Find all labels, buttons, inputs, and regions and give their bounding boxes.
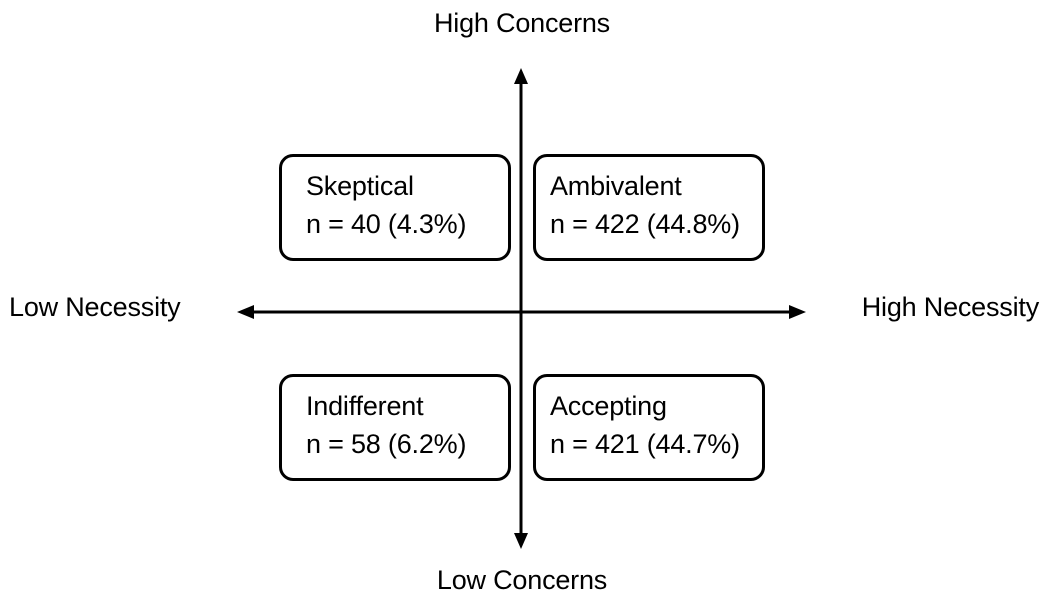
quadrant-name: Accepting (550, 391, 667, 421)
arrow-right-icon (789, 305, 806, 319)
quadrant-count: n = 421 (44.7%) (550, 429, 740, 459)
axis-label-high-necessity: High Necessity (861, 292, 1039, 322)
quadrant-skeptical: Skeptical n = 40 (4.3%) (279, 154, 511, 261)
arrow-left-icon (237, 305, 254, 319)
quadrant-name: Skeptical (306, 171, 414, 201)
quadrant-ambivalent: Ambivalent n = 422 (44.8%) (533, 154, 765, 261)
arrow-down-icon (514, 533, 528, 549)
axis-label-low-necessity: Low Necessity (9, 292, 181, 322)
axis-label-low-concerns: Low Concerns (436, 565, 608, 595)
quadrant-count: n = 40 (4.3%) (306, 209, 467, 239)
arrow-up-icon (514, 68, 528, 84)
quadrant-count: n = 422 (44.8%) (550, 209, 740, 239)
quadrant-name: Indifferent (306, 391, 424, 421)
axis-label-high-concerns: High Concerns (434, 8, 610, 38)
quadrant-name: Ambivalent (550, 171, 682, 201)
quadrant-accepting: Accepting n = 421 (44.7%) (533, 374, 765, 481)
quadrant-count: n = 58 (6.2%) (306, 429, 467, 459)
quadrant-indifferent: Indifferent n = 58 (6.2%) (279, 374, 511, 481)
